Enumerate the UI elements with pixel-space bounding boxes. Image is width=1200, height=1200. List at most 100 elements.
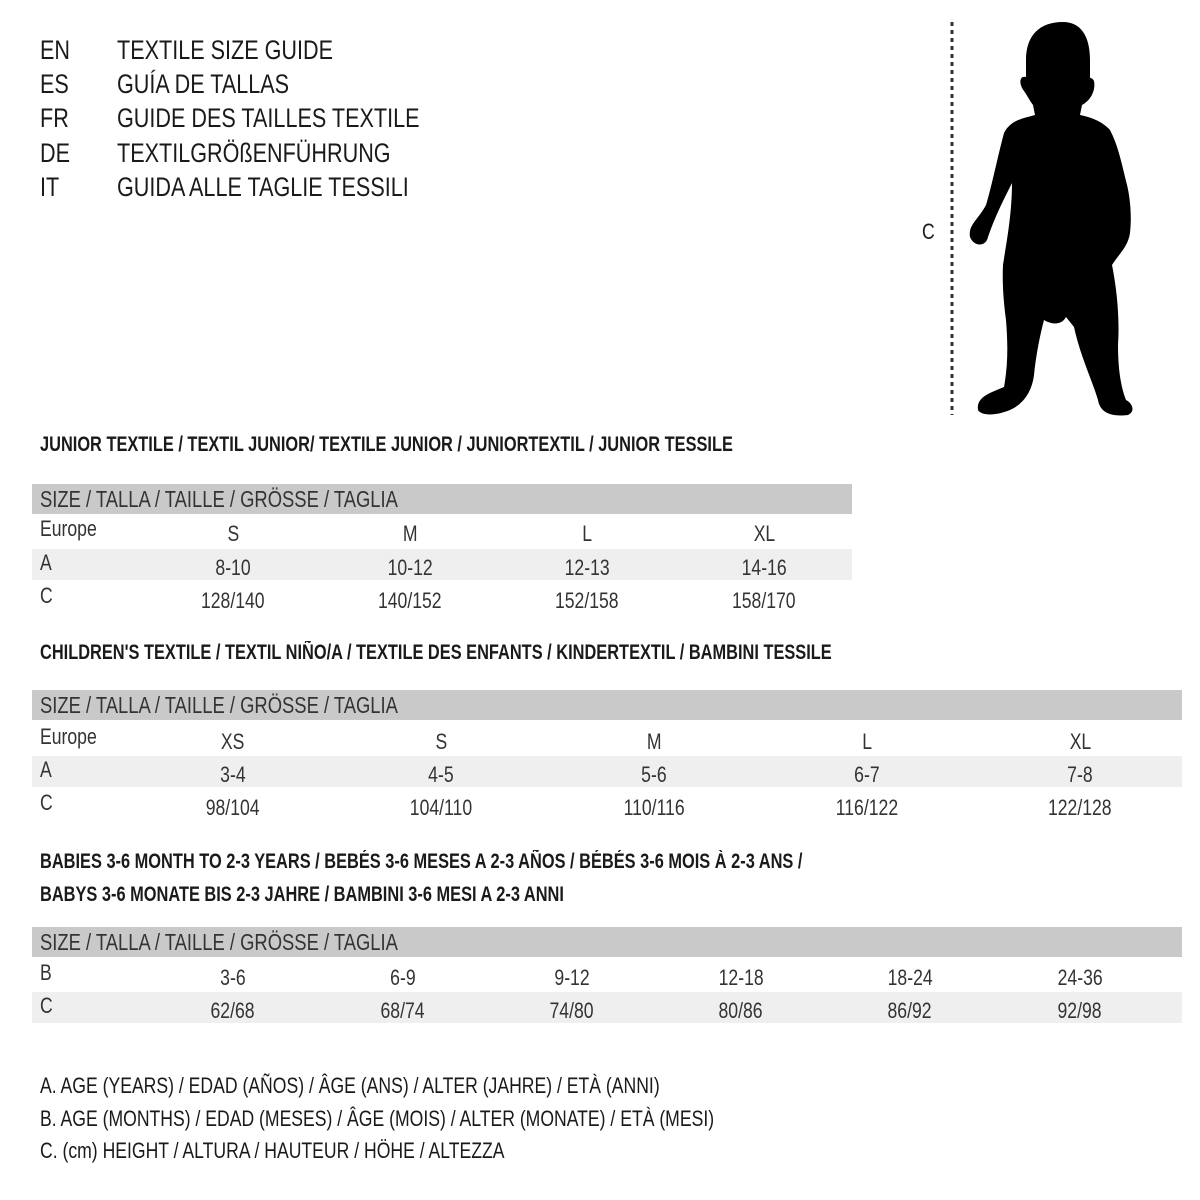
table-cell-text: 74/80 [549, 998, 595, 1023]
table-cell: XL [684, 522, 844, 546]
table-cell-text: 9-12 [554, 965, 590, 990]
table-cell: 5-6 [574, 763, 734, 787]
table-cell: 128/140 [153, 589, 313, 613]
table-cell: 122/128 [1000, 796, 1160, 820]
table-cell: 110/116 [574, 796, 734, 820]
table-cell: 10-12 [330, 556, 490, 580]
size-header-bar: SIZE / TALLA / TAILLE / GRÖSSE / TAGLIA [32, 927, 1182, 957]
table-cell: 80/86 [661, 999, 821, 1023]
table-cell-text: M [646, 729, 662, 754]
section-title: BABIES 3-6 MONTH TO 2-3 YEARS / BEBÉS 3-… [40, 850, 1018, 874]
row-label-text: B [40, 960, 52, 985]
table-cell-text: S [435, 729, 447, 754]
table-cell: 8-10 [153, 556, 313, 580]
row-label: C [40, 584, 56, 608]
section-title-text: JUNIOR TEXTILE / TEXTIL JUNIOR/ TEXTILE … [40, 433, 733, 456]
row-label: B [40, 961, 55, 985]
row-label-text: C [40, 790, 53, 815]
lang-title-en: TEXTILE SIZE GUIDE [117, 35, 334, 65]
table-cell: 4-5 [361, 763, 521, 787]
legend-b: B. AGE (MONTHS) / EDAD (MESES) / ÂGE (MO… [40, 1106, 715, 1131]
table-cell-text: 116/122 [835, 795, 899, 820]
lang-title-it: GUIDA ALLE TAGLIE TESSILI [117, 172, 409, 202]
table-cell-text: 5-6 [641, 762, 667, 787]
row-label-text: Europe [40, 724, 97, 749]
table-cell-text: XL [1069, 729, 1091, 754]
table-cell-text: 68/74 [380, 998, 426, 1023]
table-cell-text: 92/98 [1057, 998, 1103, 1023]
table-cell-text: 8-10 [215, 555, 251, 580]
row-label: A [40, 758, 55, 782]
child-silhouette [969, 22, 1133, 416]
table-cell-text: 110/116 [623, 795, 685, 820]
row-label-text: C [40, 993, 53, 1018]
table-cell-text: XS [221, 729, 245, 754]
table-cell-text: S [227, 521, 239, 546]
table-cell-text: 6-7 [854, 762, 880, 787]
table-cell-text: 80/86 [718, 998, 764, 1023]
table-cell: M [330, 522, 490, 546]
row-stripe [32, 756, 1182, 787]
size-header-bar: SIZE / TALLA / TAILLE / GRÖSSE / TAGLIA [32, 690, 1182, 720]
table-cell: L [507, 522, 667, 546]
table-cell: 12-13 [507, 556, 667, 580]
table-cell: 14-16 [684, 556, 844, 580]
table-cell: 68/74 [323, 999, 483, 1023]
table-cell: 104/110 [361, 796, 521, 820]
size-header-text: SIZE / TALLA / TAILLE / GRÖSSE / TAGLIA [40, 692, 398, 718]
table-cell-text: L [862, 729, 872, 754]
table-cell-text: 122/128 [1048, 795, 1112, 820]
table-cell: 62/68 [153, 999, 313, 1023]
table-cell: 12-18 [661, 966, 821, 990]
size-header-bar: SIZE / TALLA / TAILLE / GRÖSSE / TAGLIA [32, 484, 852, 514]
table-cell-text: 152/158 [555, 588, 619, 613]
table-cell: 98/104 [153, 796, 313, 820]
table-cell: 158/170 [684, 589, 844, 613]
table-cell: XL [1000, 730, 1160, 754]
table-cell-text: M [402, 521, 418, 546]
table-cell: 86/92 [830, 999, 990, 1023]
section-title-text: CHILDREN'S TEXTILE / TEXTIL NIÑO/A / TEX… [40, 641, 832, 664]
section-title-line2: BABYS 3-6 MONATE BIS 2-3 JAHRE / BAMBINI… [40, 883, 712, 907]
table-cell-text: 4-5 [428, 762, 454, 787]
section-title-text: BABIES 3-6 MONTH TO 2-3 YEARS / BEBÉS 3-… [40, 850, 803, 873]
row-label-text: Europe [40, 516, 97, 541]
child-silhouette-icon [950, 22, 1133, 416]
lang-code-es: ES [40, 69, 69, 99]
height-measure-label: C [922, 219, 935, 244]
table-cell-text: 3-4 [220, 762, 246, 787]
table-cell: 92/98 [1000, 999, 1160, 1023]
lang-title-de: TEXTILGRÖßENFÜHRUNG [117, 138, 391, 168]
table-cell-text: 3-6 [220, 965, 246, 990]
row-label-text: C [40, 583, 53, 608]
table-cell: 18-24 [830, 966, 990, 990]
lang-code-it: IT [40, 172, 60, 202]
row-stripe [32, 992, 1182, 1023]
table-cell-text: 24-36 [1057, 965, 1103, 990]
table-cell: 6-7 [787, 763, 947, 787]
section-title: JUNIOR TEXTILE / TEXTIL JUNIOR/ TEXTILE … [40, 433, 928, 457]
size-header-text: SIZE / TALLA / TAILLE / GRÖSSE / TAGLIA [40, 486, 398, 512]
table-cell-text: 140/152 [378, 588, 442, 613]
table-cell-text: 12-13 [564, 555, 610, 580]
table-cell-text: 7-8 [1067, 762, 1093, 787]
size-header-text: SIZE / TALLA / TAILLE / GRÖSSE / TAGLIA [40, 929, 398, 955]
table-cell: 24-36 [1000, 966, 1160, 990]
row-label: Europe [40, 517, 111, 541]
table-cell-text: 12-18 [718, 965, 764, 990]
row-stripe [32, 549, 852, 580]
table-cell: 7-8 [1000, 763, 1160, 787]
table-cell: 9-12 [492, 966, 652, 990]
table-cell-text: 86/92 [887, 998, 933, 1023]
table-cell: 116/122 [787, 796, 947, 820]
lang-title-fr: GUIDE DES TAILLES TEXTILE [117, 103, 420, 133]
section-title-line2-text: BABYS 3-6 MONATE BIS 2-3 JAHRE / BAMBINI… [40, 883, 564, 906]
table-cell-text: 10-12 [387, 555, 433, 580]
table-cell: 140/152 [330, 589, 490, 613]
table-cell-text: 62/68 [210, 998, 256, 1023]
table-cell-text: 18-24 [887, 965, 933, 990]
table-cell-text: 104/110 [409, 795, 473, 820]
lang-code-en: EN [40, 35, 71, 65]
table-cell: S [153, 522, 313, 546]
table-cell-text: XL [753, 521, 775, 546]
